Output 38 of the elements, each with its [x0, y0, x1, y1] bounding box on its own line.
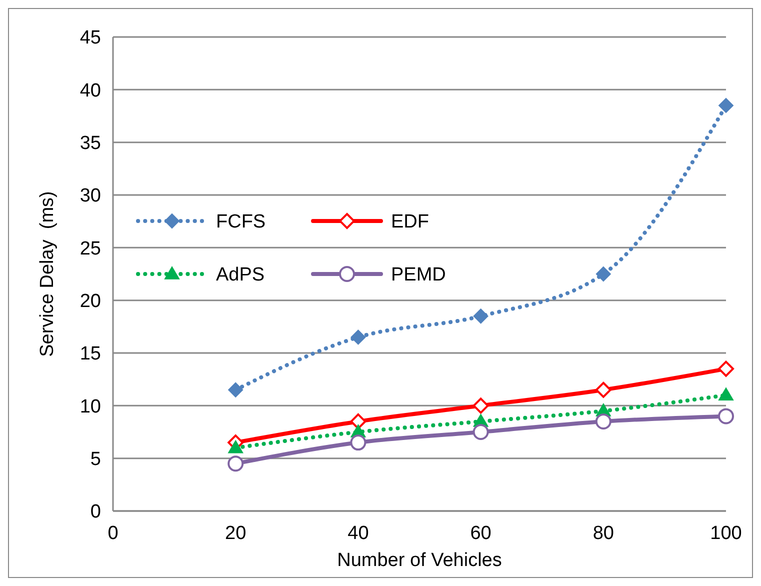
point — [472, 424, 489, 440]
point — [472, 398, 489, 414]
y-tick-label: 0 — [90, 502, 101, 523]
x-tick-label: 20 — [225, 523, 246, 544]
y-tick-label: 10 — [80, 396, 101, 418]
y-tick-label: 45 — [80, 28, 101, 49]
legend-label: FCFS — [216, 212, 266, 233]
point — [228, 382, 244, 398]
point — [228, 456, 244, 472]
y-tick-label: 20 — [80, 290, 101, 312]
point — [718, 388, 734, 401]
y-tick-label: 5 — [90, 448, 101, 470]
x-tick-label: 60 — [470, 523, 492, 544]
point — [350, 413, 366, 430]
point — [595, 382, 612, 398]
legend-label: EDF — [391, 212, 429, 233]
y-tick-label: 15 — [80, 344, 101, 365]
x-tick-label: 0 — [108, 523, 118, 544]
point — [718, 408, 734, 424]
x-tick-label: 80 — [592, 523, 614, 544]
point — [596, 266, 611, 282]
point — [228, 440, 244, 454]
y-tick-label: 40 — [80, 80, 101, 102]
y-axis-title: Service Delay (ms) — [37, 191, 58, 357]
x-axis-title: Number of Vehicles — [337, 550, 502, 571]
x-tick-label: 40 — [348, 523, 369, 544]
point — [473, 308, 488, 324]
y-tick-label: 35 — [80, 132, 101, 154]
point — [718, 360, 734, 377]
point — [595, 413, 612, 430]
legend-label: PEMD — [391, 264, 446, 286]
legend-label: AdPS — [216, 264, 265, 286]
x-tick-label: 100 — [710, 523, 742, 544]
point — [350, 434, 366, 451]
point — [350, 330, 366, 345]
y-tick-label: 30 — [80, 186, 101, 207]
y-tick-label: 25 — [80, 238, 101, 260]
point — [718, 98, 734, 113]
